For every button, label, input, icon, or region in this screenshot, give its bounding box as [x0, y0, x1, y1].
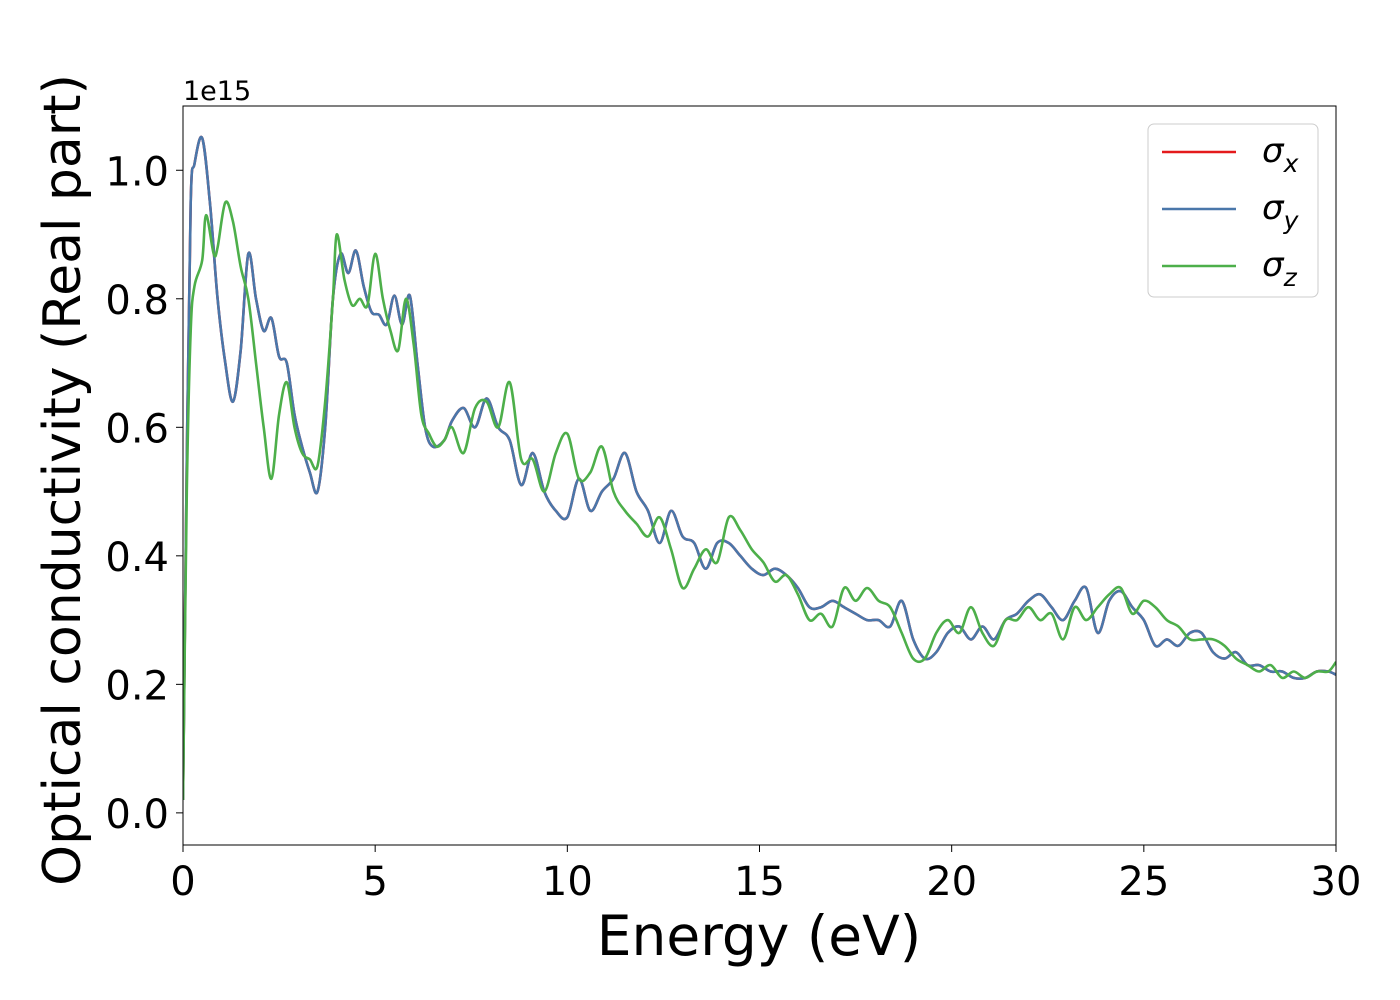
y-offset-label: 1e15: [183, 76, 251, 107]
legend-label-z: σz: [1262, 245, 1298, 292]
x-axis-label: Energy (eV): [597, 904, 921, 968]
y-tick-label: 0.2: [105, 663, 169, 709]
plot-area: [183, 135, 1336, 801]
x-tick-label: 10: [542, 859, 593, 905]
y-tick-label: 0.4: [105, 535, 169, 581]
legend: σx σy σz: [1147, 123, 1319, 298]
x-tick-label: 20: [926, 859, 977, 905]
series-line-y: [183, 135, 1336, 801]
y-tick-label: 0.6: [105, 406, 169, 452]
x-axis: 0 5 10 15 20 25 30: [170, 845, 1361, 905]
y-tick-label: 0.0: [105, 792, 169, 838]
legend-label-x: σx: [1262, 131, 1299, 178]
x-tick-label: 25: [1118, 859, 1169, 905]
x-tick-label: 0: [170, 859, 195, 905]
y-axis-label: Optical conductivity (Real part): [33, 74, 93, 886]
series-line-z: [183, 200, 1336, 801]
legend-label-y: σy: [1262, 188, 1300, 235]
legend-box: [1147, 123, 1319, 298]
x-tick-label: 30: [1311, 859, 1362, 905]
y-axis: 0.0 0.2 0.4 0.6 0.8 1.0: [105, 149, 183, 838]
x-tick-label: 15: [734, 859, 785, 905]
y-tick-label: 0.8: [105, 278, 169, 324]
y-tick-label: 1.0: [105, 149, 169, 195]
x-tick-label: 5: [362, 859, 387, 905]
